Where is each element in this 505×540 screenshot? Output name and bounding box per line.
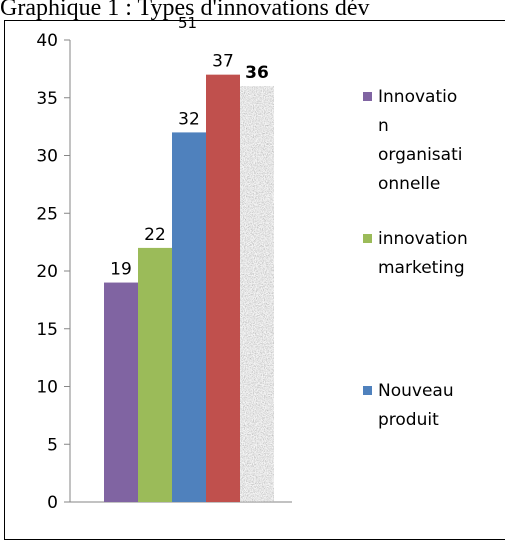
y-tick-label: 5 — [47, 435, 58, 455]
y-tick-label: 40 — [36, 31, 58, 51]
y-tick-label: 0 — [47, 493, 58, 513]
legend: Innovatio n organisati onnelle innovation mar… — [363, 87, 468, 430]
legend-swatch — [363, 92, 372, 101]
y-tick-label: 20 — [36, 262, 58, 282]
y-tick-label: 10 — [36, 378, 58, 398]
page-number: 51 — [178, 14, 198, 32]
bar — [104, 282, 138, 502]
data-label: 19 — [110, 260, 132, 280]
legend-label: organisati — [378, 145, 462, 165]
bar — [206, 74, 240, 503]
legend-label: innovation — [378, 229, 468, 249]
legend-swatch — [363, 234, 372, 243]
bar-chart: 0 5 10 15 20 25 30 35 40 19 22 32 37 36 Innovatio n or… — [36, 31, 468, 513]
y-tick-label: 35 — [36, 89, 58, 109]
data-label: 36 — [245, 63, 269, 83]
data-label: 32 — [178, 109, 200, 129]
legend-label: marketing — [378, 258, 465, 278]
y-tick-label: 25 — [36, 204, 58, 224]
data-label: 37 — [212, 52, 234, 72]
legend-label: Nouveau — [378, 381, 454, 401]
legend-swatch — [363, 386, 372, 395]
legend-label: Innovatio — [378, 87, 457, 107]
chart-title: Graphique 1 : Types d'innovations dév — [0, 0, 370, 21]
y-tick-label: 30 — [36, 147, 58, 167]
data-label: 22 — [144, 225, 166, 245]
bar — [240, 86, 274, 502]
bar — [138, 247, 172, 502]
y-tick-label: 15 — [36, 320, 58, 340]
bars-group — [104, 74, 274, 503]
data-labels-group: 19 22 32 37 36 — [110, 52, 269, 280]
bar — [172, 132, 206, 502]
legend-label: n — [378, 116, 389, 136]
legend-label: produit — [378, 410, 439, 430]
legend-label: onnelle — [378, 174, 440, 194]
